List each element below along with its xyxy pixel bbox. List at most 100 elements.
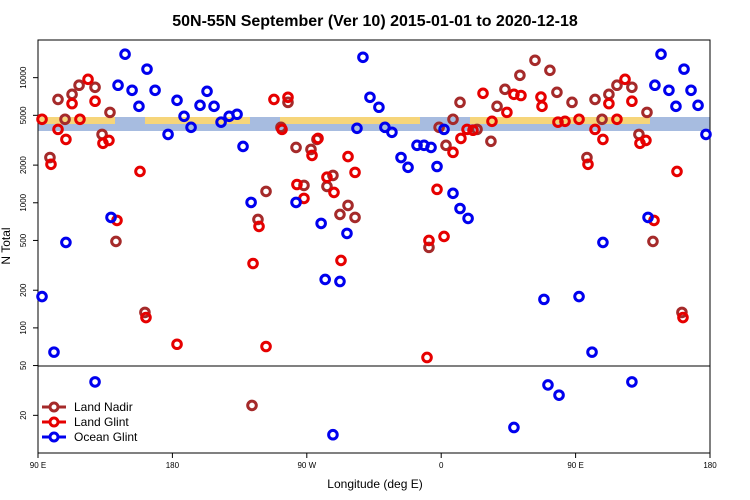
point (215, 116, 227, 128)
point (149, 84, 161, 97)
point (253, 220, 265, 233)
point (291, 178, 303, 191)
band-yellow (38, 117, 710, 128)
point (260, 340, 272, 353)
y-tick-label: 2000 (19, 156, 28, 174)
point (290, 141, 302, 154)
point (491, 100, 503, 113)
point (431, 160, 443, 173)
point (566, 96, 578, 109)
point (351, 122, 363, 135)
point (538, 293, 550, 306)
point (596, 113, 608, 126)
plot-frame (37, 39, 711, 454)
y-axis-label: N Total (0, 227, 13, 264)
point (282, 96, 294, 109)
point (319, 273, 331, 286)
y-tick-label: 20 (19, 410, 28, 419)
point (126, 84, 138, 97)
point (678, 63, 690, 75)
band-blue (650, 117, 710, 126)
point (201, 85, 213, 98)
point (670, 100, 682, 113)
point (373, 101, 385, 114)
point (603, 97, 615, 110)
point (237, 140, 249, 153)
point (692, 99, 704, 112)
point (231, 108, 243, 121)
point (544, 64, 556, 77)
point (334, 275, 346, 288)
legend-label: Land Glint (74, 415, 129, 429)
point (514, 69, 526, 82)
band-blue (38, 124, 710, 131)
point (423, 234, 435, 247)
point (140, 311, 152, 324)
point (440, 139, 452, 152)
y-tick-label: 100 (19, 321, 28, 335)
point (342, 199, 354, 212)
point (52, 93, 64, 106)
x-tick-label: 180 (703, 461, 717, 470)
point (315, 217, 327, 230)
legend-label: Ocean Glint (74, 430, 138, 444)
point (685, 84, 697, 97)
point (341, 227, 353, 240)
point (36, 290, 48, 303)
point (559, 115, 571, 128)
plot-area (36, 48, 712, 441)
point (586, 346, 598, 358)
point (411, 139, 423, 152)
y-tick-label: 50 (19, 361, 28, 370)
point (431, 183, 443, 196)
point (119, 48, 131, 61)
point (349, 166, 361, 179)
y-tick-label: 10000 (19, 66, 28, 89)
point (647, 235, 659, 248)
legend-marker (48, 416, 60, 428)
point (171, 338, 183, 351)
point (467, 124, 479, 137)
point (395, 151, 407, 164)
x-tick-label: 90 W (297, 461, 316, 470)
legend-label: Land Nadir (74, 400, 133, 414)
y-tick-label: 200 (19, 283, 28, 297)
point (48, 346, 60, 358)
point (103, 134, 115, 147)
point (276, 123, 288, 136)
point (581, 151, 593, 164)
x-axis-label: Longitude (deg E) (327, 477, 422, 491)
point (477, 87, 489, 100)
point (536, 100, 548, 113)
point (260, 185, 272, 198)
point (461, 123, 473, 136)
point (194, 99, 206, 112)
point (134, 165, 146, 178)
data-band (38, 117, 710, 131)
point (74, 113, 86, 126)
point (582, 158, 594, 171)
point (649, 79, 661, 92)
point (402, 161, 414, 174)
point (321, 171, 333, 184)
point (671, 165, 683, 178)
point (335, 254, 347, 267)
point (515, 89, 527, 102)
point (60, 133, 72, 146)
point (268, 93, 280, 106)
point (619, 73, 631, 86)
point (626, 376, 638, 388)
point (162, 128, 174, 141)
point (82, 73, 94, 86)
point (438, 230, 450, 243)
point (573, 290, 585, 303)
point (552, 116, 564, 128)
point (551, 86, 563, 99)
point (44, 151, 56, 164)
point (334, 208, 346, 221)
point (105, 211, 117, 224)
point (59, 113, 71, 126)
